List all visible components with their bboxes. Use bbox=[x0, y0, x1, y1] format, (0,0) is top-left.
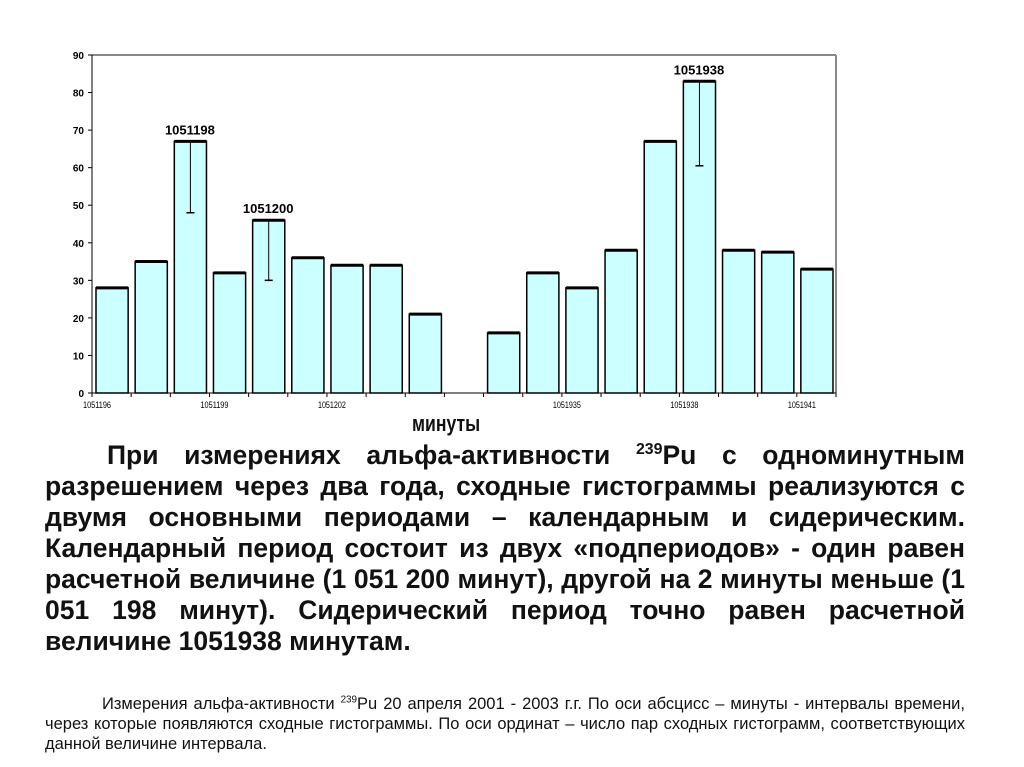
y-tick-label: 80 bbox=[73, 89, 85, 100]
x-tick-label: 1051202 bbox=[318, 400, 346, 410]
paragraph-text-1: При измерениях альфа-активности bbox=[107, 440, 636, 470]
y-tick-label: 0 bbox=[78, 389, 84, 400]
bar bbox=[134, 260, 169, 394]
bar bbox=[525, 272, 560, 394]
y-tick-label: 70 bbox=[73, 126, 85, 137]
x-axis-label: минуты bbox=[412, 411, 481, 436]
caption-text-1: Измерения альфа-активности bbox=[102, 695, 341, 713]
bar bbox=[604, 249, 638, 394]
x-tick-label: 1051935 bbox=[553, 400, 581, 410]
x-tick-label: 1051199 bbox=[200, 400, 228, 410]
bar-annotation: 1051200 bbox=[243, 201, 294, 216]
main-paragraph: При измерениях альфа-активности 239Pu с … bbox=[45, 440, 965, 657]
bar bbox=[760, 251, 795, 394]
bar bbox=[95, 287, 129, 394]
bar bbox=[643, 140, 678, 394]
bar bbox=[369, 264, 404, 394]
x-tick-label: 1051196 bbox=[83, 400, 111, 410]
y-tick-label: 50 bbox=[73, 201, 85, 212]
bar bbox=[291, 257, 325, 394]
bar bbox=[565, 287, 599, 394]
bar bbox=[800, 268, 834, 394]
y-tick-label: 30 bbox=[73, 276, 85, 287]
x-tick-label: 1051941 bbox=[788, 400, 816, 410]
bar bbox=[486, 332, 521, 394]
bar-annotation: 1051198 bbox=[165, 122, 215, 137]
figure-caption: Измерения альфа-активности 239Pu 20 апре… bbox=[45, 694, 965, 754]
paragraph-superscript: 239 bbox=[635, 441, 663, 459]
bar bbox=[212, 272, 247, 394]
bar-annotation: 1051938 bbox=[674, 62, 725, 77]
y-tick-label: 10 bbox=[73, 351, 85, 362]
x-tick-label: 1051938 bbox=[670, 400, 698, 410]
bar bbox=[330, 264, 364, 394]
caption-text-2: Pu 20 апреля 2001 - 2003 г.г. По оси абс… bbox=[45, 695, 965, 753]
paragraph-text-2: Pu с одноминутным разрешением через два … bbox=[45, 440, 965, 656]
y-tick-label: 90 bbox=[73, 51, 85, 62]
histogram-chart: 0 10 20 30 40 50 60 70 80 90 1051196 1051199 1051202… bbox=[73, 51, 837, 410]
bar bbox=[408, 313, 443, 394]
y-tick-label: 40 bbox=[73, 239, 85, 250]
y-tick-label: 60 bbox=[73, 164, 85, 175]
y-tick-label: 20 bbox=[73, 314, 85, 325]
caption-superscript: 239 bbox=[340, 694, 358, 706]
bar bbox=[721, 249, 756, 394]
